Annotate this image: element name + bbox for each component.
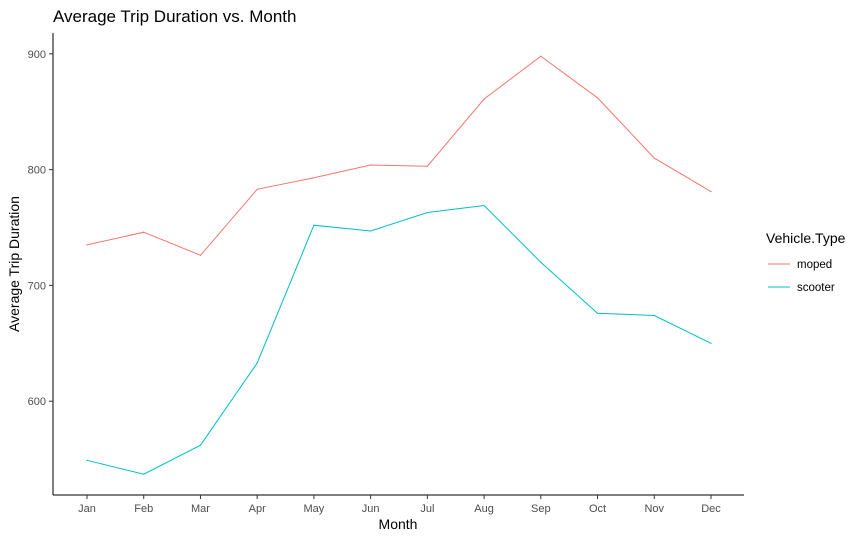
data-point-scooter bbox=[483, 204, 485, 207]
data-point-moped bbox=[313, 177, 315, 179]
data-point-scooter bbox=[596, 312, 599, 314]
x-tick-label: Apr bbox=[249, 503, 266, 515]
legend-label-moped: moped bbox=[797, 259, 832, 271]
x-tick-label: Dec bbox=[701, 503, 721, 515]
x-tick-label: May bbox=[304, 503, 325, 515]
data-point-scooter bbox=[540, 261, 542, 263]
data-point-scooter bbox=[710, 342, 712, 344]
y-tick-label: 600 bbox=[28, 396, 46, 408]
x-tick-label: Nov bbox=[644, 503, 664, 515]
y-tick-label: 900 bbox=[28, 49, 46, 61]
data-point-scooter bbox=[199, 444, 202, 446]
data-point-moped bbox=[540, 55, 542, 57]
data-point-scooter bbox=[86, 459, 88, 461]
data-point-moped bbox=[426, 165, 428, 167]
data-point-moped bbox=[143, 231, 145, 233]
x-tick-label: Jun bbox=[362, 503, 380, 515]
data-point-scooter bbox=[653, 314, 655, 317]
x-tick-label: Oct bbox=[589, 503, 606, 515]
plot-area bbox=[86, 55, 712, 475]
chart-title: Average Trip Duration vs. Month bbox=[53, 7, 296, 26]
x-tick-label: Mar bbox=[191, 503, 210, 515]
y-tick-label: 700 bbox=[28, 280, 46, 292]
series-line-moped bbox=[86, 55, 712, 256]
y-axis-ticks: 600 700 800 900 bbox=[28, 49, 53, 408]
x-tick-label: Sep bbox=[531, 503, 551, 515]
data-point-scooter bbox=[143, 473, 145, 475]
data-point-scooter bbox=[313, 224, 315, 226]
data-point-moped bbox=[596, 97, 599, 99]
x-axis-title: Month bbox=[379, 516, 418, 532]
data-point-scooter bbox=[370, 230, 372, 232]
x-tick-label: Feb bbox=[134, 503, 153, 515]
data-point-moped bbox=[256, 188, 258, 190]
data-point-moped bbox=[653, 157, 655, 159]
x-tick-label: Jul bbox=[420, 503, 434, 515]
legend-label-scooter: scooter bbox=[797, 282, 835, 294]
data-point-moped bbox=[370, 164, 372, 166]
data-point-moped bbox=[710, 191, 712, 193]
x-axis-ticks: Jan Feb Mar Apr May Jun Jul Aug Sep Oct Nov Dec bbox=[78, 495, 721, 515]
legend-title: Vehicle.Type bbox=[766, 230, 846, 246]
y-axis-title: Average Trip Duration bbox=[6, 196, 22, 332]
series-line-scooter bbox=[86, 204, 712, 475]
data-point-moped bbox=[483, 98, 485, 100]
data-point-moped bbox=[199, 254, 202, 256]
data-point-scooter bbox=[256, 362, 258, 364]
data-point-scooter bbox=[426, 211, 428, 214]
x-tick-label: Jan bbox=[78, 503, 96, 515]
legend: Vehicle.Type moped scooter bbox=[766, 230, 846, 294]
y-tick-label: 800 bbox=[28, 165, 46, 177]
x-tick-label: Aug bbox=[474, 503, 494, 515]
data-point-moped bbox=[86, 244, 88, 246]
